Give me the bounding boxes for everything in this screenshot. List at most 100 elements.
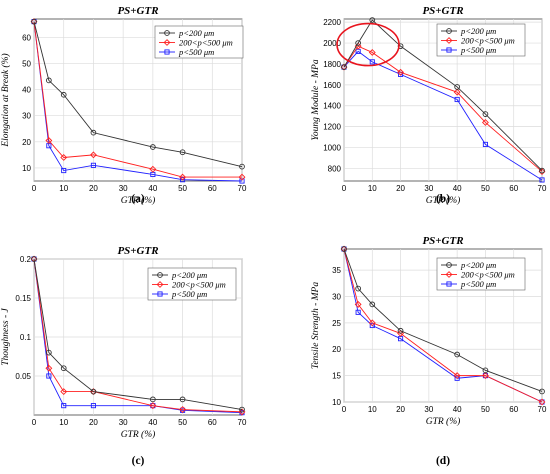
- x-axis-label: GTR (%): [121, 195, 156, 206]
- y-tick-label: 1000: [323, 144, 341, 153]
- data-point: [90, 403, 96, 409]
- legend-entry: 200<p<500 μm: [461, 36, 515, 46]
- data-point: [355, 40, 361, 46]
- y-tick-label: 50: [22, 59, 31, 68]
- y-tick-label: 20: [22, 138, 31, 147]
- chart-panel-a: 0 10 20 30 40 50 60 70 10 20 30 40 50 60 PS+GTR GTR (%)…: [0, 5, 247, 206]
- data-point: [341, 64, 347, 70]
- x-tick-label: 30: [424, 405, 433, 414]
- x-tick-label: 70: [538, 405, 547, 414]
- data-point: [397, 68, 405, 76]
- data-point: [238, 173, 246, 181]
- data-point: [397, 327, 404, 334]
- data-point: [454, 351, 460, 358]
- data-point: [454, 96, 460, 103]
- x-tick-label: 10: [59, 418, 68, 427]
- x-tick-label: 20: [396, 184, 405, 193]
- data-point: [539, 399, 545, 405]
- x-tick-label: 0: [32, 418, 37, 427]
- y-tick-label: 1600: [323, 81, 341, 90]
- data-point: [46, 77, 52, 84]
- data-point: [149, 165, 157, 173]
- x-tick-label: 0: [32, 184, 37, 193]
- panel-title: PS+GTR: [117, 5, 158, 17]
- data-point: [453, 88, 461, 96]
- x-tick-label: 30: [119, 418, 128, 427]
- data-point: [239, 178, 245, 184]
- data-point: [60, 388, 68, 396]
- y-tick-label: 1400: [323, 102, 341, 111]
- x-tick-label: 50: [178, 184, 187, 193]
- y-tick-label: 0.05: [15, 372, 31, 381]
- data-point: [179, 173, 187, 181]
- x-tick-label: 40: [148, 418, 157, 427]
- x-tick-label: 60: [509, 184, 518, 193]
- data-point: [61, 403, 67, 409]
- panel-caption: (c): [132, 455, 145, 467]
- series-line-3: [33, 258, 243, 414]
- data-point: [482, 367, 489, 374]
- data-point: [45, 137, 53, 144]
- x-tick-label: 70: [538, 184, 547, 193]
- x-tick-label: 50: [481, 184, 490, 193]
- legend-entry: p<200 μm: [178, 28, 214, 38]
- y-tick-label: 10: [332, 398, 341, 407]
- legend-marker: [157, 272, 163, 278]
- data-point: [482, 111, 489, 117]
- data-point: [150, 396, 156, 403]
- data-point: [539, 167, 545, 174]
- legend-marker: [157, 291, 163, 297]
- series-line-1: [343, 19, 543, 171]
- data-point: [45, 364, 53, 372]
- data-point: [355, 285, 361, 292]
- data-point: [90, 162, 96, 168]
- data-point: [46, 373, 52, 379]
- series-line-2: [33, 21, 242, 178]
- y-tick-label: 30: [22, 112, 31, 121]
- y-tick-label: 25: [332, 319, 341, 328]
- legend-entry: p<200 μm: [171, 270, 207, 280]
- data-point: [179, 149, 186, 156]
- y-axis-label: Thoughness - J: [1, 307, 11, 365]
- x-axis-label: GTR (%): [121, 429, 156, 440]
- data-point: [60, 365, 67, 372]
- series-line-1: [33, 21, 243, 168]
- y-tick-label: 40: [22, 86, 31, 95]
- legend-marker: [445, 37, 453, 44]
- series-line-2: [343, 45, 543, 172]
- legend-entry: p<500 μm: [460, 279, 496, 289]
- x-tick-label: 60: [208, 418, 217, 427]
- y-axis-label: Young Module - MPa: [311, 59, 321, 140]
- legend-entry: 200<p<500 μm: [179, 38, 233, 48]
- data-point: [354, 300, 362, 308]
- data-point: [368, 319, 376, 327]
- data-point: [481, 119, 489, 126]
- x-tick-label: 40: [453, 405, 462, 414]
- legend-entry: p<200 μm: [460, 260, 496, 270]
- y-tick-label: 0.15: [15, 294, 31, 303]
- y-tick-label: 0.2: [20, 255, 32, 264]
- data-point: [538, 168, 546, 176]
- legend-entry: p<500 μm: [171, 289, 207, 299]
- data-point: [31, 18, 37, 25]
- data-point: [539, 177, 545, 183]
- legend-entry: p<500 μm: [460, 45, 496, 55]
- y-tick-label: 0.1: [20, 333, 32, 342]
- y-tick-label: 2200: [323, 18, 341, 27]
- y-axis-label: Elongation at Break (%): [0, 53, 11, 147]
- y-axis-label: Tensile Strength - MPa: [311, 282, 321, 369]
- x-tick-label: 20: [396, 405, 405, 414]
- x-axis-label: GTR (%): [426, 416, 461, 427]
- data-point: [150, 144, 156, 150]
- legend-marker: [446, 28, 452, 34]
- data-point: [481, 372, 489, 380]
- x-tick-label: 60: [509, 405, 518, 414]
- x-tick-label: 30: [119, 184, 128, 193]
- legend-entry: 200<p<500 μm: [172, 280, 226, 290]
- x-tick-label: 70: [238, 418, 247, 427]
- data-point: [60, 91, 67, 98]
- panel-caption: (a): [131, 193, 145, 205]
